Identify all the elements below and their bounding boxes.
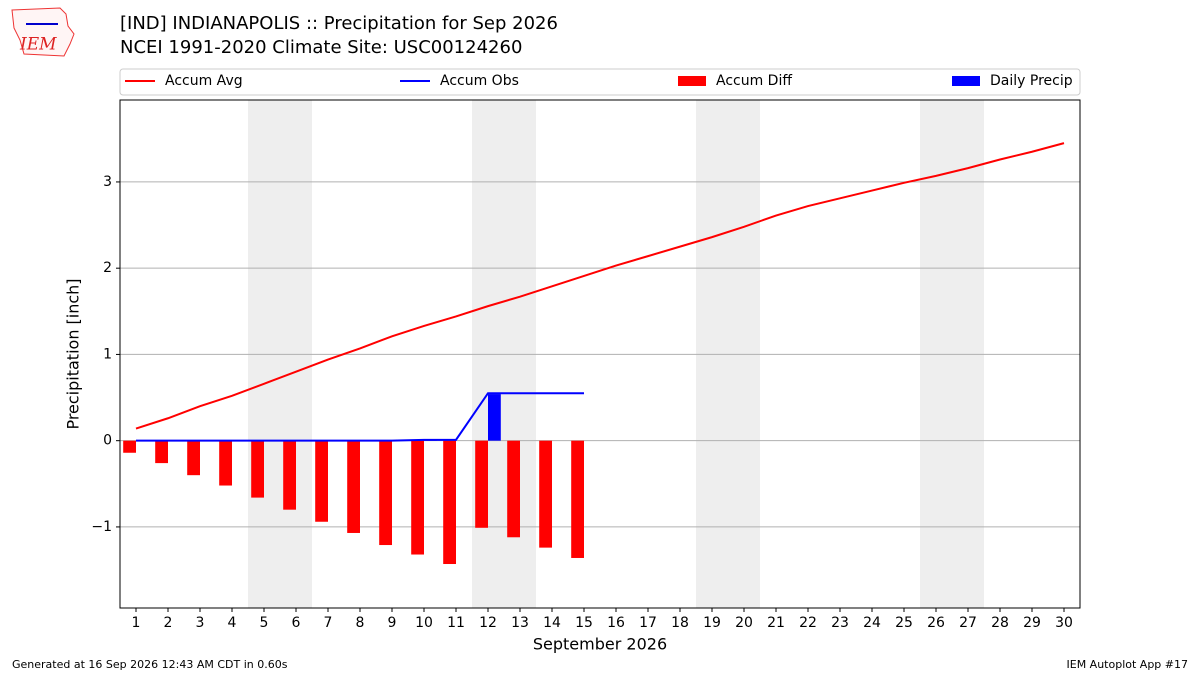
x-axis-label: September 2026	[533, 635, 667, 654]
x-tick-label: 5	[260, 615, 269, 631]
x-tick-label: 11	[447, 615, 465, 631]
bar	[155, 440, 168, 464]
bar	[219, 440, 232, 486]
bar	[123, 440, 136, 453]
legend-swatch	[678, 76, 706, 86]
legend-box	[119, 68, 1081, 96]
x-tick-label: 13	[511, 615, 529, 631]
x-tick-label: 8	[356, 615, 365, 631]
bar	[539, 440, 552, 548]
bar	[283, 440, 296, 510]
x-tick-label: 3	[196, 615, 205, 631]
y-tick-label: 1	[103, 346, 112, 362]
x-tick-label: 30	[1055, 615, 1073, 631]
footer-right: IEM Autoplot App #17	[1067, 658, 1189, 671]
x-tick-label: 7	[324, 615, 333, 631]
x-tick-label: 9	[388, 615, 397, 631]
y-tick-label: 2	[103, 260, 112, 276]
logo: IEM	[11, 7, 75, 57]
bar	[411, 440, 424, 555]
bar	[347, 440, 360, 533]
x-tick-label: 24	[863, 615, 881, 631]
logo-outline	[11, 7, 75, 57]
x-tick-label: 19	[703, 615, 721, 631]
x-tick-label: 21	[767, 615, 785, 631]
line	[135, 142, 1065, 430]
bar	[187, 440, 200, 476]
x-tick-label: 26	[927, 615, 945, 631]
x-tick-label: 1	[132, 615, 141, 631]
y-tick-label: 3	[103, 174, 112, 190]
y-tick-label: 0	[103, 433, 112, 449]
x-tick-label: 29	[1023, 615, 1041, 631]
x-tick-label: 2	[164, 615, 173, 631]
x-tick-label: 14	[543, 615, 561, 631]
footer-left: Generated at 16 Sep 2026 12:43 AM CDT in…	[12, 658, 288, 671]
bar	[251, 440, 264, 498]
bar	[379, 440, 392, 546]
legend-swatch	[952, 76, 980, 86]
x-tick-label: 12	[479, 615, 497, 631]
x-tick-label: 28	[991, 615, 1009, 631]
x-tick-label: 27	[959, 615, 977, 631]
y-tick-label: −1	[91, 519, 112, 535]
chart-subtitle: NCEI 1991-2020 Climate Site: USC00124260	[120, 37, 522, 58]
x-tick-label: 6	[292, 615, 301, 631]
x-tick-label: 25	[895, 615, 913, 631]
x-tick-label: 18	[671, 615, 689, 631]
x-tick-label: 10	[415, 615, 433, 631]
bar	[315, 440, 328, 522]
legend-label: Accum Diff	[716, 73, 792, 89]
legend-label: Accum Obs	[440, 73, 519, 89]
bar	[488, 394, 501, 441]
x-tick-label: 16	[607, 615, 625, 631]
bar	[475, 440, 488, 528]
x-tick-label: 15	[575, 615, 593, 631]
chart-title: [IND] INDIANAPOLIS :: Precipitation for …	[120, 13, 558, 34]
line	[136, 392, 584, 442]
bar	[443, 440, 456, 565]
x-tick-label: 4	[228, 615, 237, 631]
x-tick-label: 23	[831, 615, 849, 631]
x-tick-label: 22	[799, 615, 817, 631]
legend-label: Accum Avg	[165, 73, 243, 89]
plot-frame	[119, 99, 1081, 609]
bar	[507, 440, 520, 538]
bar	[571, 440, 584, 558]
legend-label: Daily Precip	[990, 73, 1073, 89]
x-tick-label: 20	[735, 615, 753, 631]
logo-text: IEM	[19, 35, 57, 55]
y-axis-label: Precipitation [inch]	[64, 278, 83, 429]
x-tick-label: 17	[639, 615, 657, 631]
